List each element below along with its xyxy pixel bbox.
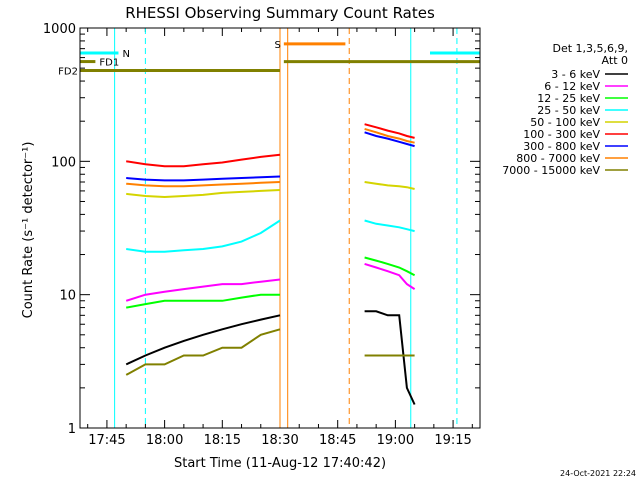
flag-label: FD2 xyxy=(58,67,78,78)
series-line xyxy=(126,175,281,182)
series-line xyxy=(364,131,415,148)
flag-label: N xyxy=(122,49,129,60)
generated-timestamp: 24-Oct-2021 22:24 xyxy=(560,469,636,478)
x-tick-label: 19:00 xyxy=(377,433,414,448)
series-line xyxy=(364,127,415,144)
legend-label: 800 - 7000 keV xyxy=(516,152,600,165)
legend-label: 25 - 50 keV xyxy=(537,104,600,117)
x-tick-label: 18:30 xyxy=(261,433,298,448)
flag-label: S xyxy=(274,40,280,51)
series-line xyxy=(125,314,281,366)
x-axis-label: Start Time (11-Aug-12 17:40:42) xyxy=(174,456,386,471)
x-tick-label: 19:15 xyxy=(434,433,471,448)
legend-header-line1: Det 1,3,5,6,9, xyxy=(552,42,628,55)
legend-header-line2: Att 0 xyxy=(602,54,628,67)
legend-label: 50 - 100 keV xyxy=(530,116,600,129)
series-line xyxy=(364,181,415,190)
series-line xyxy=(126,219,281,253)
y-tick-label: 100 xyxy=(51,155,76,170)
y-tick-label: 1000 xyxy=(43,22,76,37)
series-line xyxy=(125,328,281,376)
legend-label: 7000 - 15000 keV xyxy=(502,164,600,177)
chart-title: RHESSI Observing Summary Count Rates xyxy=(125,4,435,22)
legend-label: 100 - 300 keV xyxy=(523,128,600,141)
plot-frame xyxy=(79,27,481,429)
x-tick-label: 18:00 xyxy=(146,433,183,448)
flag-label: FD1 xyxy=(99,58,119,69)
series-line xyxy=(126,189,281,199)
x-tick-label: 18:15 xyxy=(204,433,241,448)
series-line xyxy=(125,278,281,302)
series-line xyxy=(126,153,281,168)
x-tick-label: 17:45 xyxy=(88,433,125,448)
series-line xyxy=(364,123,415,139)
series-line xyxy=(364,219,415,233)
series-line xyxy=(364,262,416,290)
x-tick-label: 18:45 xyxy=(319,433,356,448)
y-tick-label: 1 xyxy=(68,422,76,437)
legend-label: 6 - 12 keV xyxy=(544,80,600,93)
y-axis-label: Count Rate (s⁻¹ detector⁻¹) xyxy=(21,142,36,319)
series-line xyxy=(126,293,280,309)
series-line xyxy=(364,310,416,405)
legend-label: 12 - 25 keV xyxy=(537,92,600,105)
legend-label: 300 - 800 keV xyxy=(523,140,600,153)
series-line xyxy=(126,181,281,188)
legend-label: 3 - 6 keV xyxy=(551,68,600,81)
series-line xyxy=(364,256,416,277)
y-tick-label: 10 xyxy=(59,289,76,304)
